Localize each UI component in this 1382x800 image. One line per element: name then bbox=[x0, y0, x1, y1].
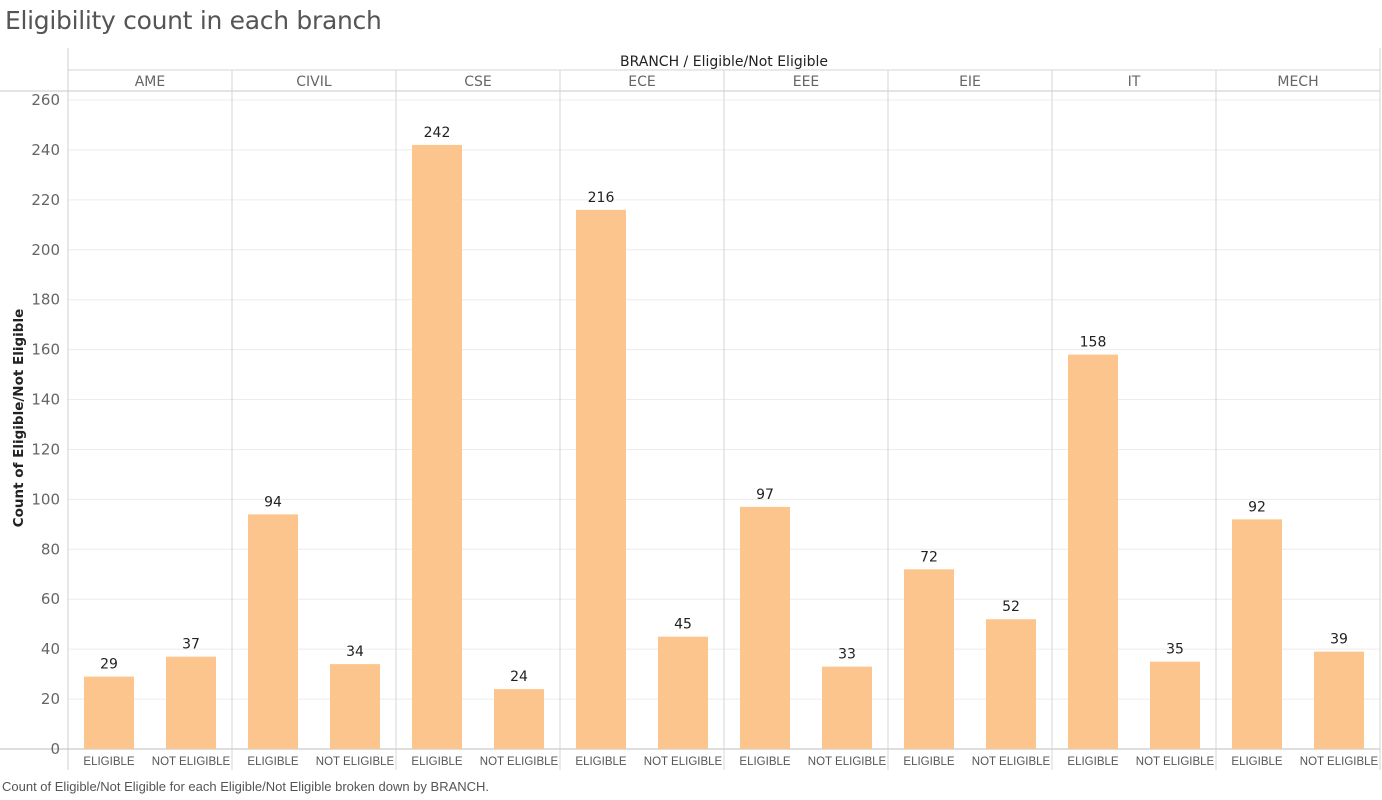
y-tick-label: 80 bbox=[41, 540, 60, 558]
category-label: NOT ELIGIBLE bbox=[480, 756, 559, 768]
data-labels: 29 37 94 34 242 24 216 45 97 33 72 52 158 35 92 39 bbox=[100, 125, 1348, 685]
data-label: 39 bbox=[1330, 632, 1348, 648]
data-label: 97 bbox=[756, 487, 774, 503]
bar bbox=[576, 209, 626, 750]
data-label: 35 bbox=[1166, 642, 1184, 658]
bar bbox=[1232, 519, 1282, 749]
data-label: 33 bbox=[838, 647, 856, 663]
bar bbox=[1150, 661, 1200, 749]
branch-header-cse: CSE bbox=[464, 74, 492, 90]
y-axis-label: Count of Eligible/Not Eligible bbox=[11, 309, 27, 528]
branch-header-mech: MECH bbox=[1277, 74, 1318, 90]
category-label: NOT ELIGIBLE bbox=[1136, 756, 1215, 768]
category-label: NOT ELIGIBLE bbox=[808, 756, 887, 768]
y-tick-label: 100 bbox=[31, 490, 60, 508]
column-header-title: BRANCH / Eligible/Not Eligible bbox=[620, 54, 828, 70]
branch-header-ece: ECE bbox=[628, 74, 655, 90]
data-label: 24 bbox=[510, 669, 528, 685]
y-tick-label: 40 bbox=[41, 640, 60, 658]
y-tick-label: 140 bbox=[31, 391, 60, 409]
bar bbox=[1314, 651, 1364, 749]
category-label: NOT ELIGIBLE bbox=[316, 756, 395, 768]
data-label: 29 bbox=[100, 657, 118, 673]
data-label: 72 bbox=[920, 549, 938, 565]
branch-headers: AME CIVIL CSE ECE EEE EIE IT MECH bbox=[135, 74, 1319, 90]
data-label: 216 bbox=[588, 190, 615, 206]
data-label: 92 bbox=[1248, 499, 1266, 515]
bar bbox=[248, 514, 298, 749]
bar bbox=[822, 666, 872, 749]
bar bbox=[1068, 354, 1118, 749]
bar bbox=[412, 144, 462, 749]
y-tick-label: 60 bbox=[41, 590, 60, 608]
y-tick-label: 160 bbox=[31, 341, 60, 359]
branch-header-ame: AME bbox=[135, 74, 166, 90]
category-label: ELIGIBLE bbox=[575, 756, 626, 768]
data-label: 242 bbox=[424, 125, 451, 141]
branch-header-it: IT bbox=[1128, 74, 1141, 90]
category-label: ELIGIBLE bbox=[83, 756, 134, 768]
bar bbox=[740, 506, 790, 749]
bar bbox=[904, 569, 954, 749]
bar bbox=[166, 656, 216, 749]
category-labels: ELIGIBLE NOT ELIGIBLE ELIGIBLE NOT ELIGIBLE… bbox=[83, 756, 1378, 768]
bar bbox=[330, 664, 380, 749]
data-label: 158 bbox=[1080, 335, 1107, 351]
y-axis-ticks: 0 20 40 60 80 100 120 140 160 180 200 220 240 260 bbox=[31, 91, 60, 758]
category-label: ELIGIBLE bbox=[903, 756, 954, 768]
y-tick-label: 200 bbox=[31, 241, 60, 259]
y-tick-label: 0 bbox=[50, 740, 60, 758]
data-label: 45 bbox=[674, 617, 692, 633]
y-tick-label: 20 bbox=[41, 690, 60, 708]
bars bbox=[84, 144, 1364, 750]
y-tick-label: 240 bbox=[31, 141, 60, 159]
category-label: ELIGIBLE bbox=[411, 756, 462, 768]
category-label: NOT ELIGIBLE bbox=[1300, 756, 1379, 768]
category-label: ELIGIBLE bbox=[739, 756, 790, 768]
y-tick-label: 260 bbox=[31, 91, 60, 109]
bar bbox=[84, 676, 134, 749]
category-label: ELIGIBLE bbox=[1231, 756, 1282, 768]
category-label: NOT ELIGIBLE bbox=[644, 756, 723, 768]
bar bbox=[986, 619, 1036, 749]
category-label: NOT ELIGIBLE bbox=[152, 756, 231, 768]
chart-frame bbox=[0, 48, 1381, 770]
bar bbox=[658, 636, 708, 749]
data-label: 34 bbox=[346, 644, 364, 660]
y-tick-label: 180 bbox=[31, 291, 60, 309]
branch-header-civil: CIVIL bbox=[296, 74, 332, 90]
branch-header-eie: EIE bbox=[959, 74, 981, 90]
branch-header-eee: EEE bbox=[793, 74, 820, 90]
data-label: 37 bbox=[182, 637, 200, 653]
category-label: ELIGIBLE bbox=[1067, 756, 1118, 768]
data-label: 52 bbox=[1002, 599, 1020, 615]
chart-title: Eligibility count in each branch bbox=[5, 6, 382, 35]
category-label: ELIGIBLE bbox=[247, 756, 298, 768]
bar bbox=[494, 689, 544, 749]
data-label: 94 bbox=[264, 494, 282, 510]
y-tick-label: 220 bbox=[31, 191, 60, 209]
y-tick-label: 120 bbox=[31, 440, 60, 458]
category-label: NOT ELIGIBLE bbox=[972, 756, 1051, 768]
chart-caption: Count of Eligible/Not Eligible for each … bbox=[2, 779, 490, 794]
